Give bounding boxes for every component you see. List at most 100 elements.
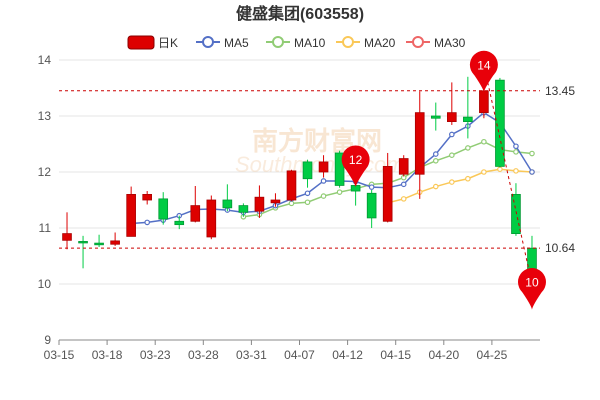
ma20-line: [387, 168, 533, 204]
ma5-point: [400, 181, 407, 188]
legend-swatch-dot: [342, 36, 354, 48]
legend-label: MA5: [224, 36, 249, 50]
candle: [463, 76, 473, 139]
ma10-point: [320, 193, 327, 199]
ma5-point: [449, 131, 455, 138]
candle-body: [222, 199, 233, 209]
candles: [62, 76, 537, 295]
candle-body: [479, 90, 489, 114]
candle-body: [94, 242, 104, 246]
marker-label: 10: [525, 276, 539, 290]
x-tick-label: 04-15: [380, 348, 411, 362]
candle-body: [366, 192, 377, 219]
candle-body: [62, 233, 72, 241]
legend-label: MA10: [294, 36, 326, 50]
ma20-point: [497, 166, 503, 173]
legend-item: 日K: [127, 35, 178, 50]
ma10-point: [288, 200, 295, 207]
x-tick-label: 03-15: [44, 348, 75, 362]
ma10-point: [513, 149, 519, 155]
candle: [254, 185, 265, 218]
candle-body: [447, 112, 457, 122]
candle: [126, 186, 136, 237]
ma20-point: [400, 196, 407, 202]
legend-item: MA30: [406, 36, 466, 50]
ma10-point: [465, 145, 471, 151]
candle-body: [110, 240, 120, 245]
markers: 14 12 10: [341, 50, 546, 310]
candle-body: [382, 165, 393, 222]
ma5-point: [144, 219, 150, 226]
grid: [59, 59, 540, 341]
ma20-point: [432, 183, 439, 190]
marker-pin: 10: [517, 268, 546, 310]
candle: [447, 82, 457, 125]
marker-head: [341, 145, 370, 174]
legend: 日K MA5 MA10 MA20 MA30: [127, 35, 466, 50]
ma20-point: [449, 179, 455, 185]
candle-body: [254, 196, 265, 212]
ref-label-high: 13.45: [545, 84, 575, 98]
legend-label: MA20: [364, 36, 396, 50]
marker-pin: 14: [469, 50, 498, 93]
candle-body: [334, 152, 345, 186]
x-tick-label: 04-25: [477, 348, 508, 362]
ma5-point: [368, 184, 375, 190]
y-tick-label: 13: [38, 109, 52, 123]
candle-body: [302, 161, 313, 180]
candle-body: [318, 161, 329, 173]
x-tick-label: 03-28: [188, 348, 219, 362]
candle-body: [206, 199, 217, 238]
candle-body: [174, 220, 185, 226]
x-tick-label: 03-23: [140, 348, 171, 362]
candle: [174, 215, 185, 230]
y-tick-label: 9: [44, 333, 51, 347]
candle-body: [398, 158, 409, 175]
candle: [62, 212, 72, 250]
candle-body: [238, 205, 249, 213]
candle-body: [495, 79, 505, 167]
candle: [382, 152, 393, 223]
ma10-point: [336, 189, 343, 195]
candle: [94, 234, 104, 248]
ma5-point: [513, 143, 519, 150]
y-tick-label: 11: [39, 221, 52, 235]
legend-swatch-dot: [272, 36, 284, 48]
legend-swatch: [127, 35, 155, 50]
candle: [286, 169, 297, 202]
ma20-point: [465, 175, 471, 182]
ma5-point: [432, 151, 439, 157]
y-tick-label: 10: [38, 277, 52, 291]
candle: [430, 102, 441, 131]
candle: [206, 195, 217, 240]
ref-label-low: 10.64: [545, 241, 575, 255]
candle-body: [270, 199, 281, 204]
legend-swatch-dot: [412, 36, 424, 48]
candle: [398, 155, 409, 177]
candle: [511, 183, 521, 236]
candle-body: [511, 193, 521, 234]
trend-line: [483, 64, 533, 285]
ma10-point: [449, 152, 455, 159]
ma5-point: [304, 190, 311, 197]
y-axis: 9 10 11 12 13 14: [38, 53, 52, 347]
candle-body: [463, 116, 473, 123]
candle: [222, 184, 233, 212]
x-tick-label: 04-07: [284, 348, 315, 362]
candle: [495, 77, 505, 168]
ma5-point: [529, 169, 535, 175]
candle: [334, 150, 345, 188]
candle-body: [78, 241, 88, 244]
candle: [414, 91, 425, 199]
marker-label: 12: [349, 153, 363, 167]
x-axis: 03-15 03-18 03-23 03-28 03-31 04-07 04-12 04-15…: [44, 340, 508, 362]
marker-head: [517, 268, 546, 296]
candle: [366, 189, 377, 228]
candle-body: [158, 198, 169, 220]
ma10-point: [432, 158, 439, 164]
ma10-point: [529, 150, 535, 157]
candle-body: [190, 205, 201, 222]
ma20-point: [513, 168, 519, 174]
